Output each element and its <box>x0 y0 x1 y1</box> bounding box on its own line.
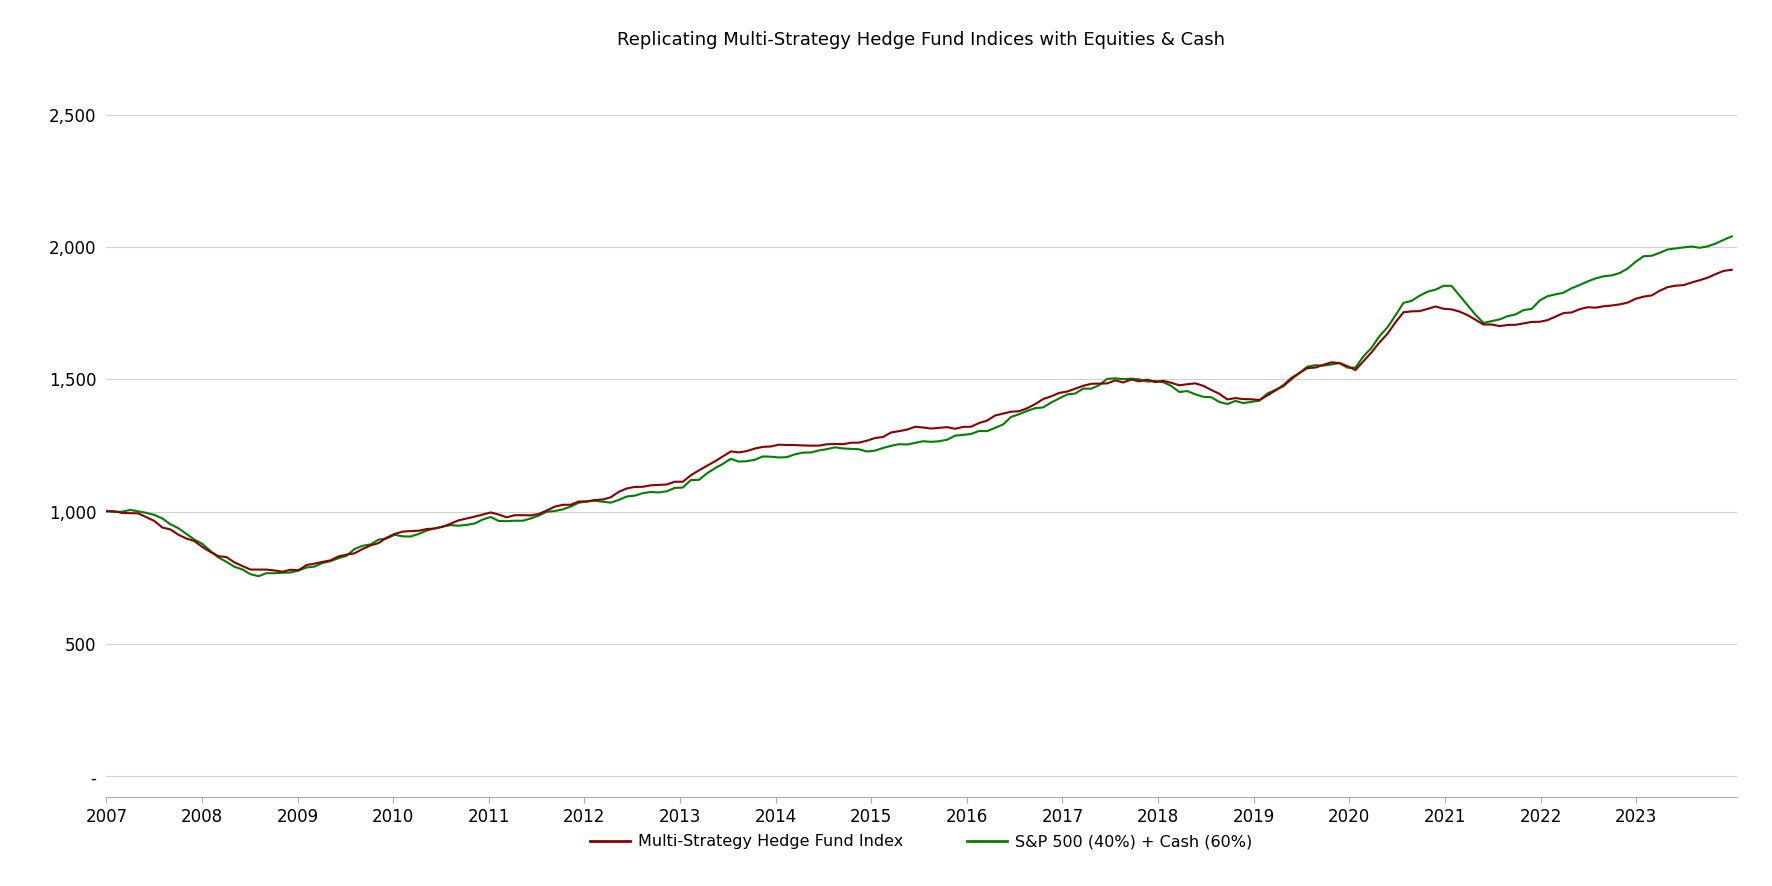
Legend: Multi-Strategy Hedge Fund Index, S&P 500 (40%) + Cash (60%): Multi-Strategy Hedge Fund Index, S&P 500… <box>585 828 1258 856</box>
Title: Replicating Multi-Strategy Hedge Fund Indices with Equities & Cash: Replicating Multi-Strategy Hedge Fund In… <box>617 31 1226 50</box>
